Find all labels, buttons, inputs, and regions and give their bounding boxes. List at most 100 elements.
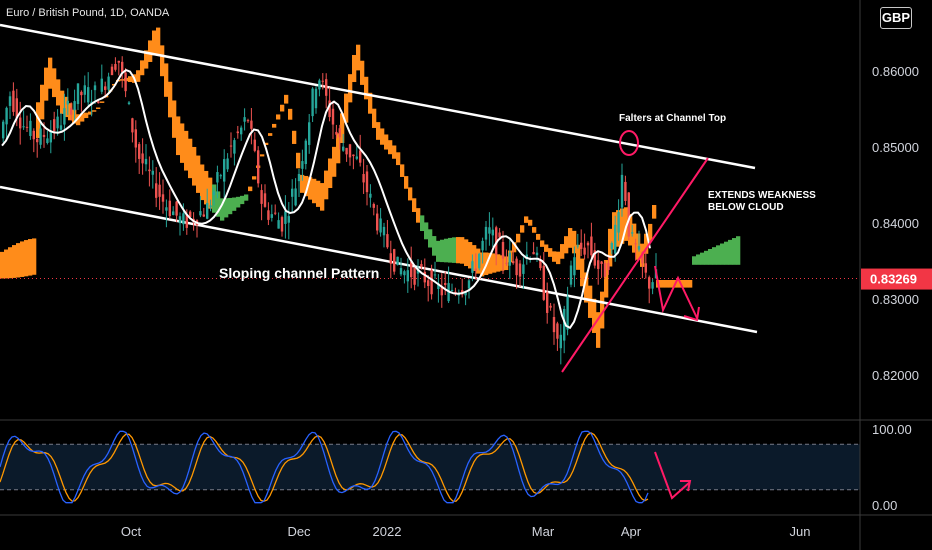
cloud-segment bbox=[384, 134, 389, 150]
cloud-segment bbox=[520, 225, 525, 233]
time-tick-label: 2022 bbox=[373, 524, 402, 539]
cloud-segment bbox=[0, 251, 5, 279]
cloud-segment bbox=[304, 175, 309, 197]
cloud-segment bbox=[40, 84, 45, 120]
cloud-segment bbox=[684, 280, 689, 288]
candle-body bbox=[263, 193, 267, 207]
candle-body bbox=[5, 107, 8, 125]
cloud-segment bbox=[236, 196, 241, 208]
candle-body bbox=[620, 174, 624, 208]
cloud-segment bbox=[100, 101, 105, 103]
cloud-segment bbox=[600, 291, 605, 329]
candle-body bbox=[260, 190, 263, 204]
candle-body bbox=[484, 226, 488, 240]
cloud-segment bbox=[272, 123, 277, 128]
candle-body bbox=[573, 257, 576, 276]
candle-body bbox=[267, 210, 270, 220]
cloud-segment bbox=[444, 238, 449, 263]
cloud-segment bbox=[220, 198, 225, 221]
cloud-segment bbox=[620, 208, 625, 244]
cloud-segment bbox=[356, 44, 361, 71]
candle-body bbox=[229, 145, 233, 147]
cloud-segment bbox=[96, 107, 101, 109]
cloud-segment bbox=[492, 253, 497, 273]
cloud-segment bbox=[560, 244, 565, 259]
cloud-segment bbox=[448, 237, 453, 263]
cloud-segment bbox=[248, 186, 253, 192]
cloud-segment bbox=[496, 254, 501, 272]
candle-body bbox=[121, 61, 124, 73]
falters-label: Falters at Channel Top bbox=[619, 113, 727, 124]
candle-body bbox=[450, 289, 454, 291]
candle-body bbox=[321, 80, 324, 82]
cloud-segment bbox=[360, 60, 365, 85]
cloud-segment bbox=[364, 76, 369, 100]
candle-body bbox=[148, 169, 151, 172]
cloud-segment bbox=[48, 57, 53, 89]
candle-body bbox=[498, 232, 501, 238]
candle-body bbox=[243, 117, 246, 122]
cloud-segment bbox=[396, 152, 401, 166]
currency-badge[interactable]: GBP bbox=[880, 7, 912, 29]
cloud-segment bbox=[512, 242, 517, 253]
candle-body bbox=[593, 250, 596, 266]
candle-body bbox=[49, 131, 52, 143]
candle-body bbox=[376, 213, 379, 231]
cloud-segment bbox=[416, 208, 421, 223]
candle-body bbox=[172, 211, 175, 216]
cloud-segment bbox=[604, 260, 609, 298]
candle-body bbox=[454, 291, 457, 294]
candle-body bbox=[151, 170, 154, 175]
candle-body bbox=[59, 125, 63, 130]
oscillator-tick-label: 0.00 bbox=[872, 498, 897, 513]
extends-label-line2: BELOW CLOUD bbox=[708, 202, 784, 213]
cloud-segment bbox=[716, 245, 721, 265]
candle-body bbox=[586, 242, 590, 246]
candle-body bbox=[2, 121, 5, 139]
cloud-segment bbox=[480, 252, 485, 277]
cloud-segment bbox=[28, 239, 33, 276]
time-tick-label: Mar bbox=[532, 524, 555, 539]
projection-arrow-head bbox=[683, 306, 700, 322]
candle-body bbox=[110, 66, 114, 76]
candle-body bbox=[542, 265, 545, 300]
cloud-segment bbox=[564, 236, 569, 254]
candle-body bbox=[308, 122, 311, 145]
cloud-segment bbox=[696, 254, 701, 265]
cloud-segment bbox=[12, 245, 17, 278]
cloud-segment bbox=[160, 45, 165, 77]
candle-body bbox=[416, 268, 420, 274]
cloud-segment bbox=[52, 68, 57, 98]
candle-body bbox=[617, 212, 620, 233]
oscillator-pane bbox=[0, 430, 860, 504]
oscillator-band bbox=[0, 444, 860, 490]
cloud-segment bbox=[368, 92, 373, 114]
cloud-segment bbox=[180, 123, 185, 163]
candle-body bbox=[73, 101, 76, 111]
cloud-segment bbox=[516, 233, 521, 243]
cloud-segment bbox=[208, 177, 213, 209]
moving-average-line bbox=[1, 68, 651, 330]
candle-body bbox=[246, 120, 250, 122]
candle-body bbox=[597, 260, 600, 269]
candle-body bbox=[389, 253, 392, 264]
candle-body bbox=[206, 202, 209, 219]
candle-body bbox=[627, 192, 630, 237]
candle-body bbox=[70, 107, 73, 115]
candle-body bbox=[505, 262, 508, 264]
candle-body bbox=[515, 258, 518, 276]
cloud-segment bbox=[296, 152, 301, 169]
cloud-segment bbox=[712, 247, 717, 265]
cloud-segment bbox=[32, 238, 37, 275]
cloud-segment bbox=[596, 312, 601, 348]
candle-body bbox=[556, 323, 559, 339]
cloud-segment bbox=[472, 245, 477, 271]
cloud-segment bbox=[352, 54, 357, 83]
cloud-segment bbox=[548, 248, 553, 257]
candle-body bbox=[345, 147, 348, 155]
time-tick-label: Dec bbox=[287, 524, 311, 539]
cloud-segment bbox=[168, 81, 173, 118]
candle-body bbox=[433, 274, 437, 276]
candle-body bbox=[328, 100, 331, 118]
